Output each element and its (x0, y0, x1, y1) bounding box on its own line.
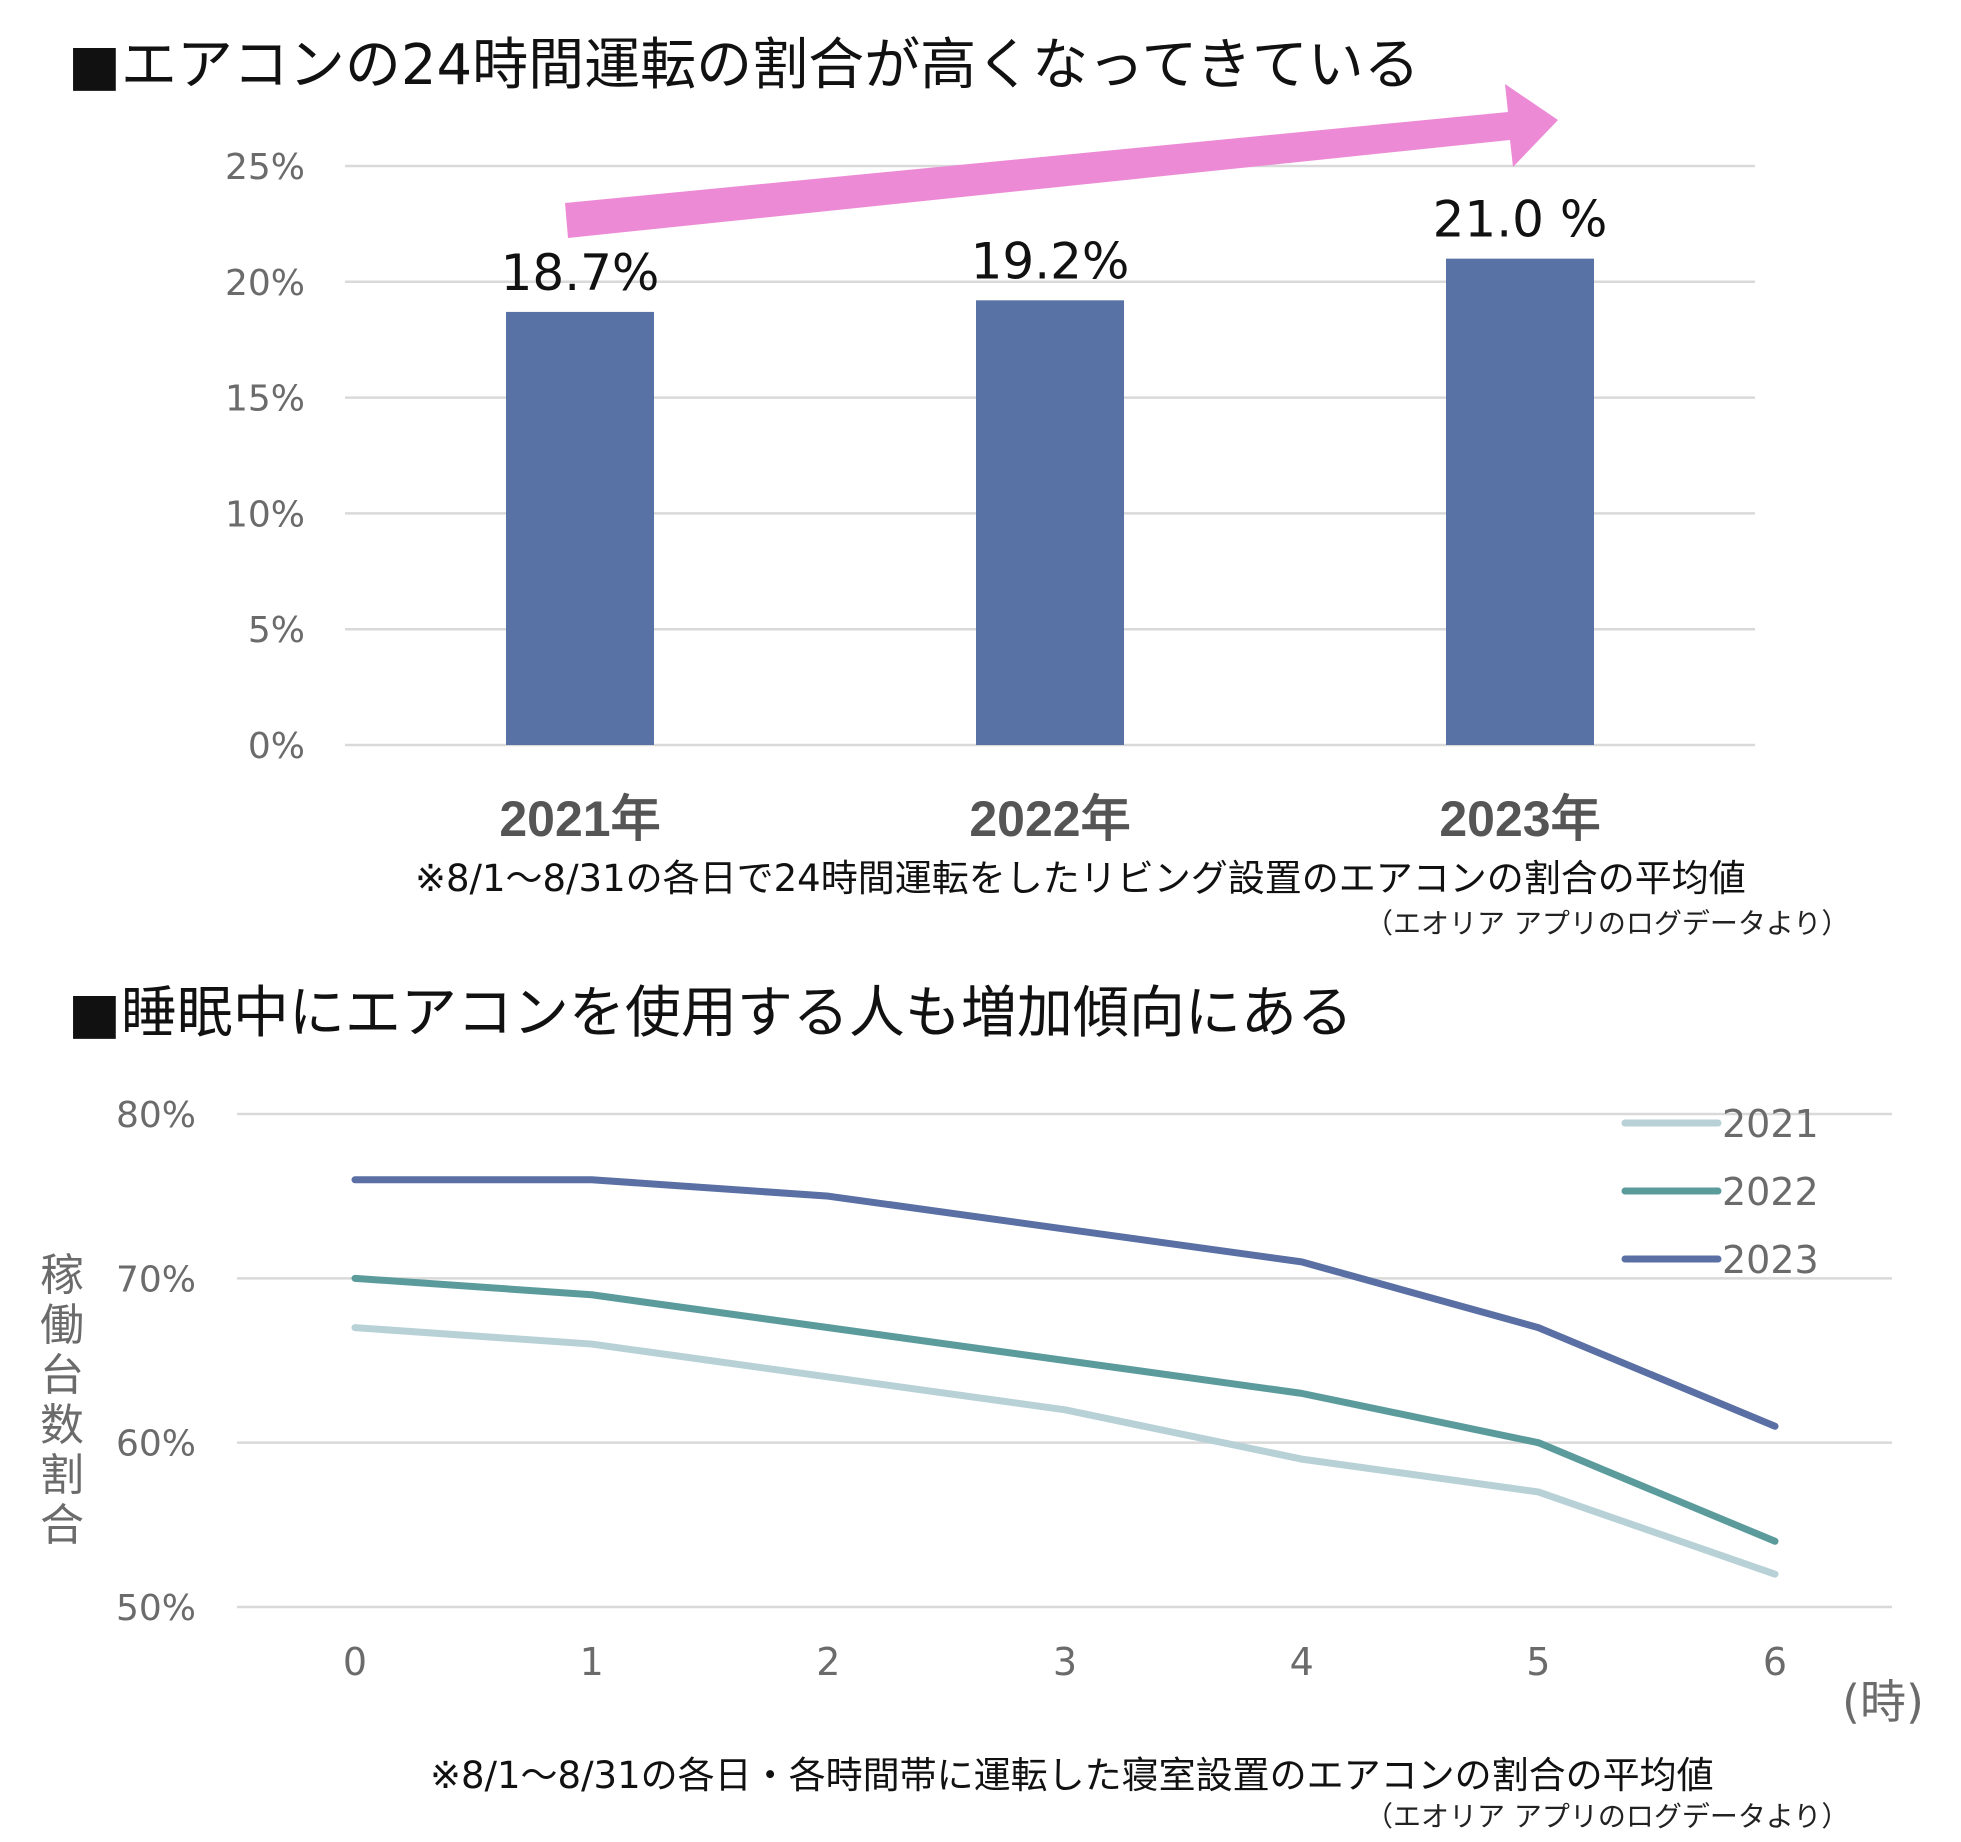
line-x-axis-label: (時) (1842, 1675, 1924, 1729)
bar (976, 300, 1124, 745)
bar-chart-footnote: ※8/1～8/31の各日で24時間運転をしたリビング設置のエアコンの割合の平均値 (415, 857, 1746, 900)
line-chart-footnote: ※8/1～8/31の各日・各時間帯に運転した寝室設置のエアコンの割合の平均値 (430, 1754, 1714, 1797)
bar-chart: 0% 5% 10% 15% 20% 25% 18.7% 2021年 19.2% 2022年 21.0… (225, 84, 1755, 847)
line-series-2023 (351, 1176, 1779, 1430)
bar (1446, 258, 1594, 745)
bar-data-label: 19.2% (971, 232, 1130, 290)
bar-data-label: 18.7% (501, 244, 660, 302)
line-series-2022 (351, 1274, 1779, 1545)
bar-data-label: 21.0 % (1433, 191, 1608, 249)
bar-y-tick-label: 0% (248, 726, 305, 767)
line-x-tick-label: 3 (1053, 1640, 1077, 1684)
legend-label: 2021 (1722, 1102, 1819, 1146)
line-x-tick-label: 2 (816, 1640, 840, 1684)
trend-arrow (565, 84, 1558, 238)
bar-chart-source: （エオリア アプリのログデータより） (1365, 907, 1850, 940)
bar-y-tick-label: 15% (225, 379, 305, 420)
line-y-tick-label: 60% (116, 1424, 196, 1465)
legend-label: 2022 (1722, 1170, 1819, 1214)
line-y-tick-label: 80% (116, 1095, 196, 1136)
bar-y-tick-label: 10% (225, 494, 305, 535)
bar-category-label: 2021年 (499, 791, 660, 847)
bar (506, 311, 654, 745)
line-x-tick-label: 1 (580, 1640, 604, 1684)
bar-category-label: 2022年 (969, 791, 1130, 847)
line-x-tick-label: 5 (1526, 1640, 1550, 1684)
bar-category-label: 2023年 (1439, 791, 1600, 847)
line-series-2021 (351, 1324, 1779, 1578)
bar-y-tick-label: 20% (225, 263, 305, 304)
line-x-tick-label: 0 (343, 1640, 367, 1684)
line-x-tick-label: 4 (1290, 1640, 1314, 1684)
line-chart: 50% 60% 70% 80% 0 1 2 3 4 5 6 (時) 稼働台数割合 2021 2022 2023 (40, 1095, 1924, 1729)
line-y-axis-label: 稼働台数割合 (40, 1250, 84, 1551)
bar-chart-title: ■エアコンの24時間運転の割合が高くなってきている (68, 33, 1420, 98)
line-chart-source: （エオリア アプリのログデータより） (1365, 1800, 1850, 1833)
line-y-tick-label: 50% (116, 1588, 196, 1629)
line-y-tick-label: 70% (116, 1259, 196, 1300)
legend-label: 2023 (1722, 1238, 1819, 1282)
line-chart-title: ■睡眠中にエアコンを使用する人も増加傾向にある (68, 981, 1353, 1046)
line-x-tick-label: 6 (1763, 1640, 1787, 1684)
bar-y-tick-label: 5% (248, 610, 305, 651)
bar-y-tick-label: 25% (225, 147, 305, 188)
